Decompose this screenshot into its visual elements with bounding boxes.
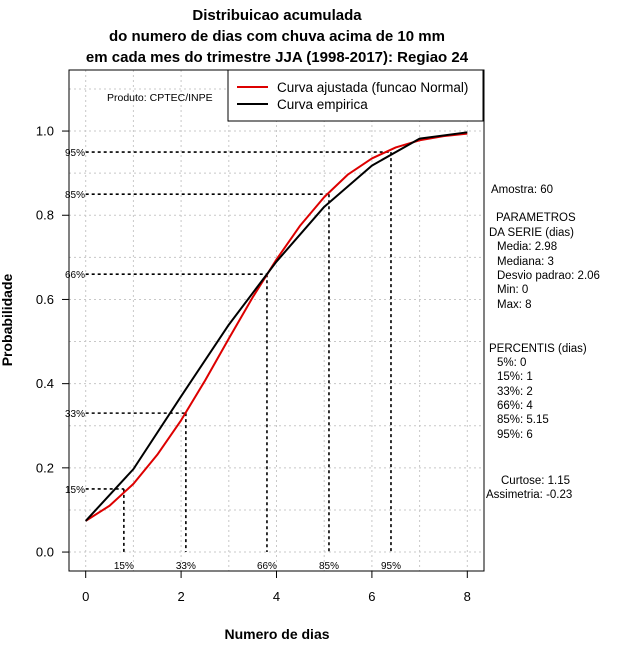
data-series	[84, 131, 468, 522]
stat-params-heading: PARAMETROS	[496, 212, 576, 224]
y-tick-label: 0.6	[36, 292, 54, 307]
stat-p66: 66%: 4	[497, 400, 533, 412]
x-axis: 0 2 4 6 8	[82, 570, 471, 604]
percentile-label-bottom: 85%	[319, 561, 339, 572]
title-line-2: do numero de dias com chuva acima de 10 …	[109, 28, 445, 45]
percentile-label-left: 85%	[65, 190, 85, 201]
percentile-label-left: 33%	[65, 409, 85, 420]
percentile-guides: 15% 15% 33% 33% 66% 66% 85% 85% 95% 95%	[65, 148, 401, 572]
stat-stddev: Desvio padrao: 2.06	[497, 270, 600, 282]
y-tick-label: 1.0	[36, 124, 54, 139]
percentile-label-bottom: 33%	[176, 561, 196, 572]
stat-percentiles-heading: PERCENTIS (dias)	[489, 343, 587, 355]
stat-min: Min: 0	[497, 284, 528, 296]
y-axis-label: Probabilidade	[0, 274, 15, 367]
title-line-3: em cada mes do trimestre JJA (1998-2017)…	[86, 49, 469, 66]
stat-p95: 95%: 6	[497, 429, 533, 441]
percentile-label-left: 66%	[65, 270, 85, 281]
y-tick-label: 0.2	[36, 460, 54, 475]
percentile-label-bottom: 15%	[114, 561, 134, 572]
product-label: Produto: CPTEC/INPE	[107, 92, 213, 104]
stat-sample: Amostra: 60	[491, 184, 553, 196]
legend-label-empirical: Curva empirica	[277, 97, 368, 112]
x-tick-label: 2	[177, 589, 184, 604]
x-tick-label: 6	[368, 589, 375, 604]
stat-max: Max: 8	[497, 299, 532, 311]
stat-kurtosis: Curtose: 1.15	[501, 475, 570, 487]
stat-skewness: Assimetria: -0.23	[486, 489, 572, 501]
stat-mean: Media: 2.98	[497, 241, 557, 253]
chart-title: Distribuicao acumulada do numero de dias…	[86, 7, 469, 66]
x-tick-label: 0	[82, 589, 89, 604]
y-axis: 0.0 0.2 0.4 0.6 0.8 1.0	[36, 124, 70, 560]
percentile-label-left: 95%	[65, 148, 85, 159]
x-tick-label: 8	[464, 589, 471, 604]
stat-params-subheading: DA SERIE (dias)	[489, 227, 574, 239]
legend-label-fitted: Curva ajustada (funcao Normal)	[277, 80, 468, 95]
stat-median: Mediana: 3	[497, 256, 554, 268]
legend: Curva ajustada (funcao Normal) Curva emp…	[227, 69, 484, 122]
stat-p33: 33%: 2	[497, 386, 533, 398]
stat-p85: 85%: 5.15	[497, 414, 549, 426]
y-tick-label: 0.0	[36, 545, 54, 560]
y-tick-label: 0.8	[36, 208, 54, 223]
grid-lines	[69, 70, 484, 571]
stats-panel: Amostra: 60 PARAMETROS DA SERIE (dias) M…	[486, 184, 600, 501]
stat-p5: 5%: 0	[497, 357, 526, 369]
fitted-normal-curve	[85, 132, 468, 522]
legend-box	[227, 69, 484, 122]
x-tick-label: 4	[273, 589, 280, 604]
title-line-1: Distribuicao acumulada	[192, 7, 362, 24]
y-tick-label: 0.4	[36, 376, 54, 391]
empirical-curve	[84, 131, 468, 522]
x-axis-label: Numero de dias	[224, 626, 329, 642]
percentile-label-bottom: 66%	[257, 561, 277, 572]
percentile-label-left: 15%	[65, 485, 85, 496]
stat-p15: 15%: 1	[497, 371, 533, 383]
percentile-label-bottom: 95%	[381, 561, 401, 572]
